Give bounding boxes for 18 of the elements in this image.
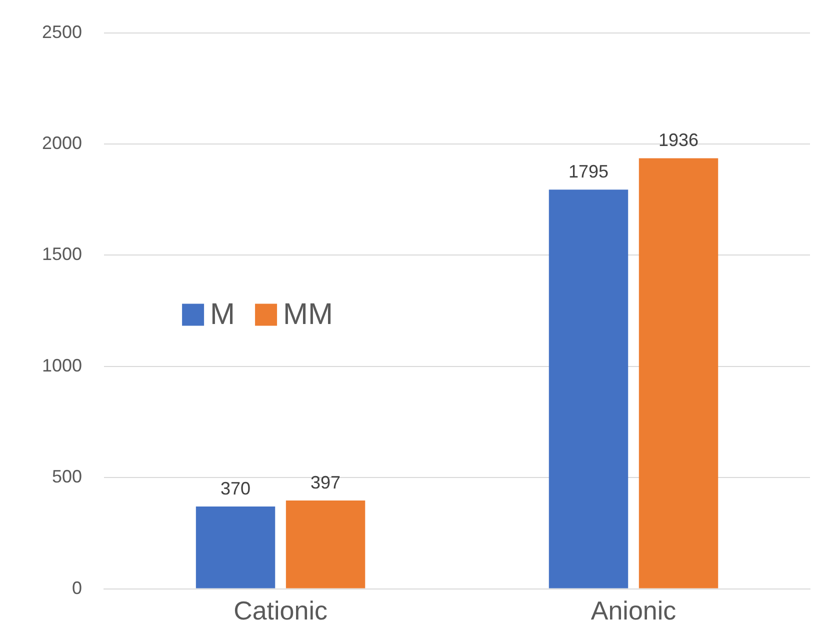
bar <box>638 158 718 588</box>
data-label: 397 <box>310 472 341 492</box>
y-tick-label: 2000 <box>42 132 82 153</box>
bar <box>548 190 628 588</box>
y-tick-label: 1500 <box>42 244 82 264</box>
data-label: 1936 <box>658 130 699 150</box>
legend-label: MM <box>283 298 334 332</box>
data-label: 370 <box>220 478 251 498</box>
y-tick-label: 1000 <box>42 355 82 376</box>
y-tick-label: 500 <box>52 466 82 487</box>
x-tick-label: Anionic <box>590 596 676 626</box>
y-tick-label: 0 <box>72 578 82 598</box>
x-tick-label: Cationic <box>234 596 328 626</box>
legend-label: M <box>210 298 236 332</box>
bar <box>286 500 366 588</box>
bar <box>196 506 276 588</box>
y-tick-label: 2500 <box>42 22 82 42</box>
data-label: 1795 <box>568 162 609 182</box>
